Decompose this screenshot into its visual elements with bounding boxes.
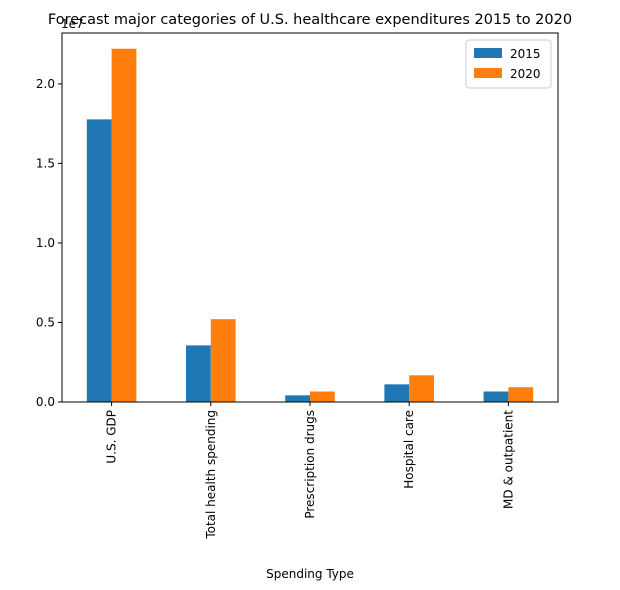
x-axis-label: Spending Type xyxy=(266,567,354,581)
y-tick-label-1: 0.5 xyxy=(36,315,55,329)
x-tick-label-0: U.S. GDP xyxy=(105,410,119,464)
y-tick-label-4: 2.0 xyxy=(36,77,55,91)
bar-2015-0 xyxy=(86,119,112,403)
y-axis: 0.0 0.5 1.0 1.5 2.0 xyxy=(36,77,62,409)
y-scale-label: 1e7 xyxy=(61,17,84,31)
x-tick-label-1: Total health spending xyxy=(204,410,218,540)
bar-2015-3 xyxy=(384,384,410,402)
bar-2020-2 xyxy=(310,391,335,402)
legend: 2015 2020 xyxy=(465,39,552,89)
plot-frame xyxy=(61,32,559,403)
legend-label-2015: 2015 xyxy=(510,47,541,61)
x-axis: U.S. GDP Total health spending Prescriptio… xyxy=(105,402,515,540)
bar-2020-1 xyxy=(210,319,236,402)
bar-2020-4 xyxy=(508,387,534,402)
bar-2015-4 xyxy=(483,391,509,402)
bar-2020-0 xyxy=(111,48,137,402)
y-tick-label-0: 0.0 xyxy=(36,395,55,409)
y-tick-label-3: 1.5 xyxy=(36,156,55,170)
chart-title: Forecast major categories of U.S. health… xyxy=(48,12,572,28)
bar-2020-3 xyxy=(409,375,434,402)
x-tick-label-3: Hospital care xyxy=(402,410,416,489)
legend-swatch-2015 xyxy=(474,48,502,58)
bar-2015-2 xyxy=(285,395,310,402)
legend-swatch-2020 xyxy=(474,68,502,78)
bar-2015-1 xyxy=(186,345,211,402)
bars-group xyxy=(86,48,534,403)
y-tick-label-2: 1.0 xyxy=(36,236,55,250)
legend-label-2020: 2020 xyxy=(510,67,541,81)
x-tick-label-2: Prescription drugs xyxy=(303,410,317,519)
x-tick-label-4: MD & outpatient xyxy=(501,410,515,509)
